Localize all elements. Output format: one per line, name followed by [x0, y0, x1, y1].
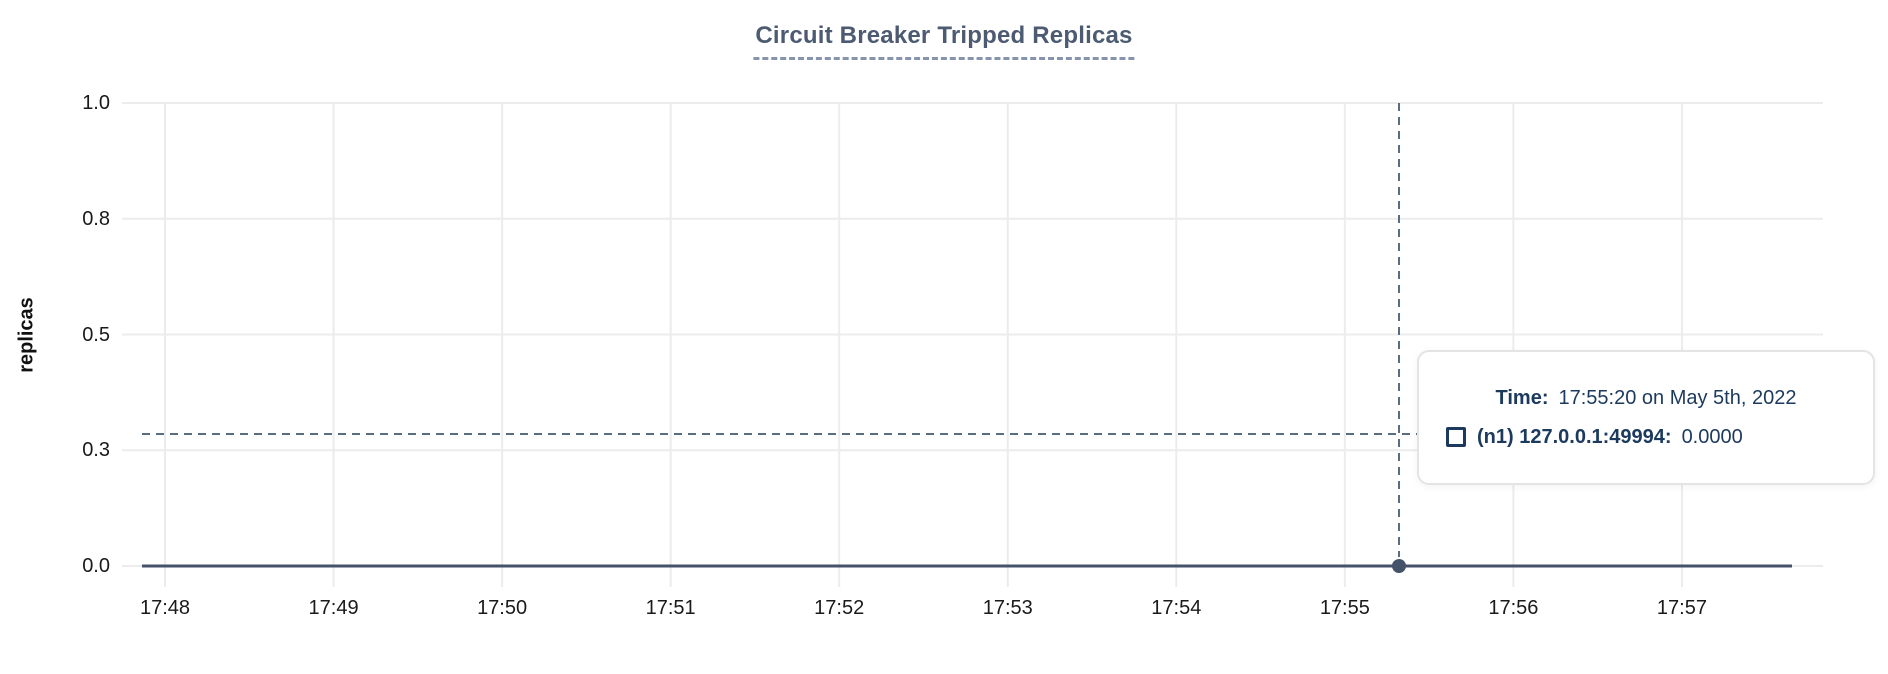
hover-tooltip: Time: 17:55:20 on May 5th, 2022 (n1) 127.…	[1417, 350, 1875, 485]
hover-marker	[1392, 559, 1406, 573]
x-tick-label: 17:51	[645, 597, 696, 619]
x-tick-label: 17:48	[139, 597, 191, 619]
y-tick-label: 1.0	[82, 92, 110, 114]
chart-title: Circuit Breaker Tripped Replicas	[753, 22, 1135, 60]
x-tick-label: 17:50	[477, 597, 528, 619]
x-tick-label: 17:52	[814, 597, 865, 619]
x-tick-label: 17:54	[1151, 597, 1202, 619]
tooltip-time-row: Time: 17:55:20 on May 5th, 2022	[1496, 387, 1797, 410]
tooltip-series-label: (n1) 127.0.0.1:49994:	[1477, 425, 1672, 448]
y-tick-label: 0.8	[82, 207, 110, 230]
tooltip-series-row: (n1) 127.0.0.1:49994: 0.0000	[1446, 426, 1873, 449]
y-tick-label: 0.0	[82, 555, 110, 577]
tooltip-series-value: 0.0000	[1681, 425, 1743, 448]
tooltip-time-value: 17:55:20 on May 5th, 2022	[1558, 386, 1797, 409]
x-tick-label: 17:57	[1656, 597, 1707, 619]
series-swatch-icon	[1446, 427, 1466, 447]
y-tick-label: 0.5	[82, 323, 110, 346]
x-tick-label: 17:53	[982, 597, 1033, 619]
x-tick-label: 17:56	[1488, 597, 1539, 619]
y-tick-label: 0.3	[82, 439, 110, 462]
tooltip-time-label: Time:	[1495, 386, 1549, 409]
x-tick-label: 17:55	[1319, 597, 1370, 619]
x-tick-label: 17:49	[308, 597, 359, 619]
